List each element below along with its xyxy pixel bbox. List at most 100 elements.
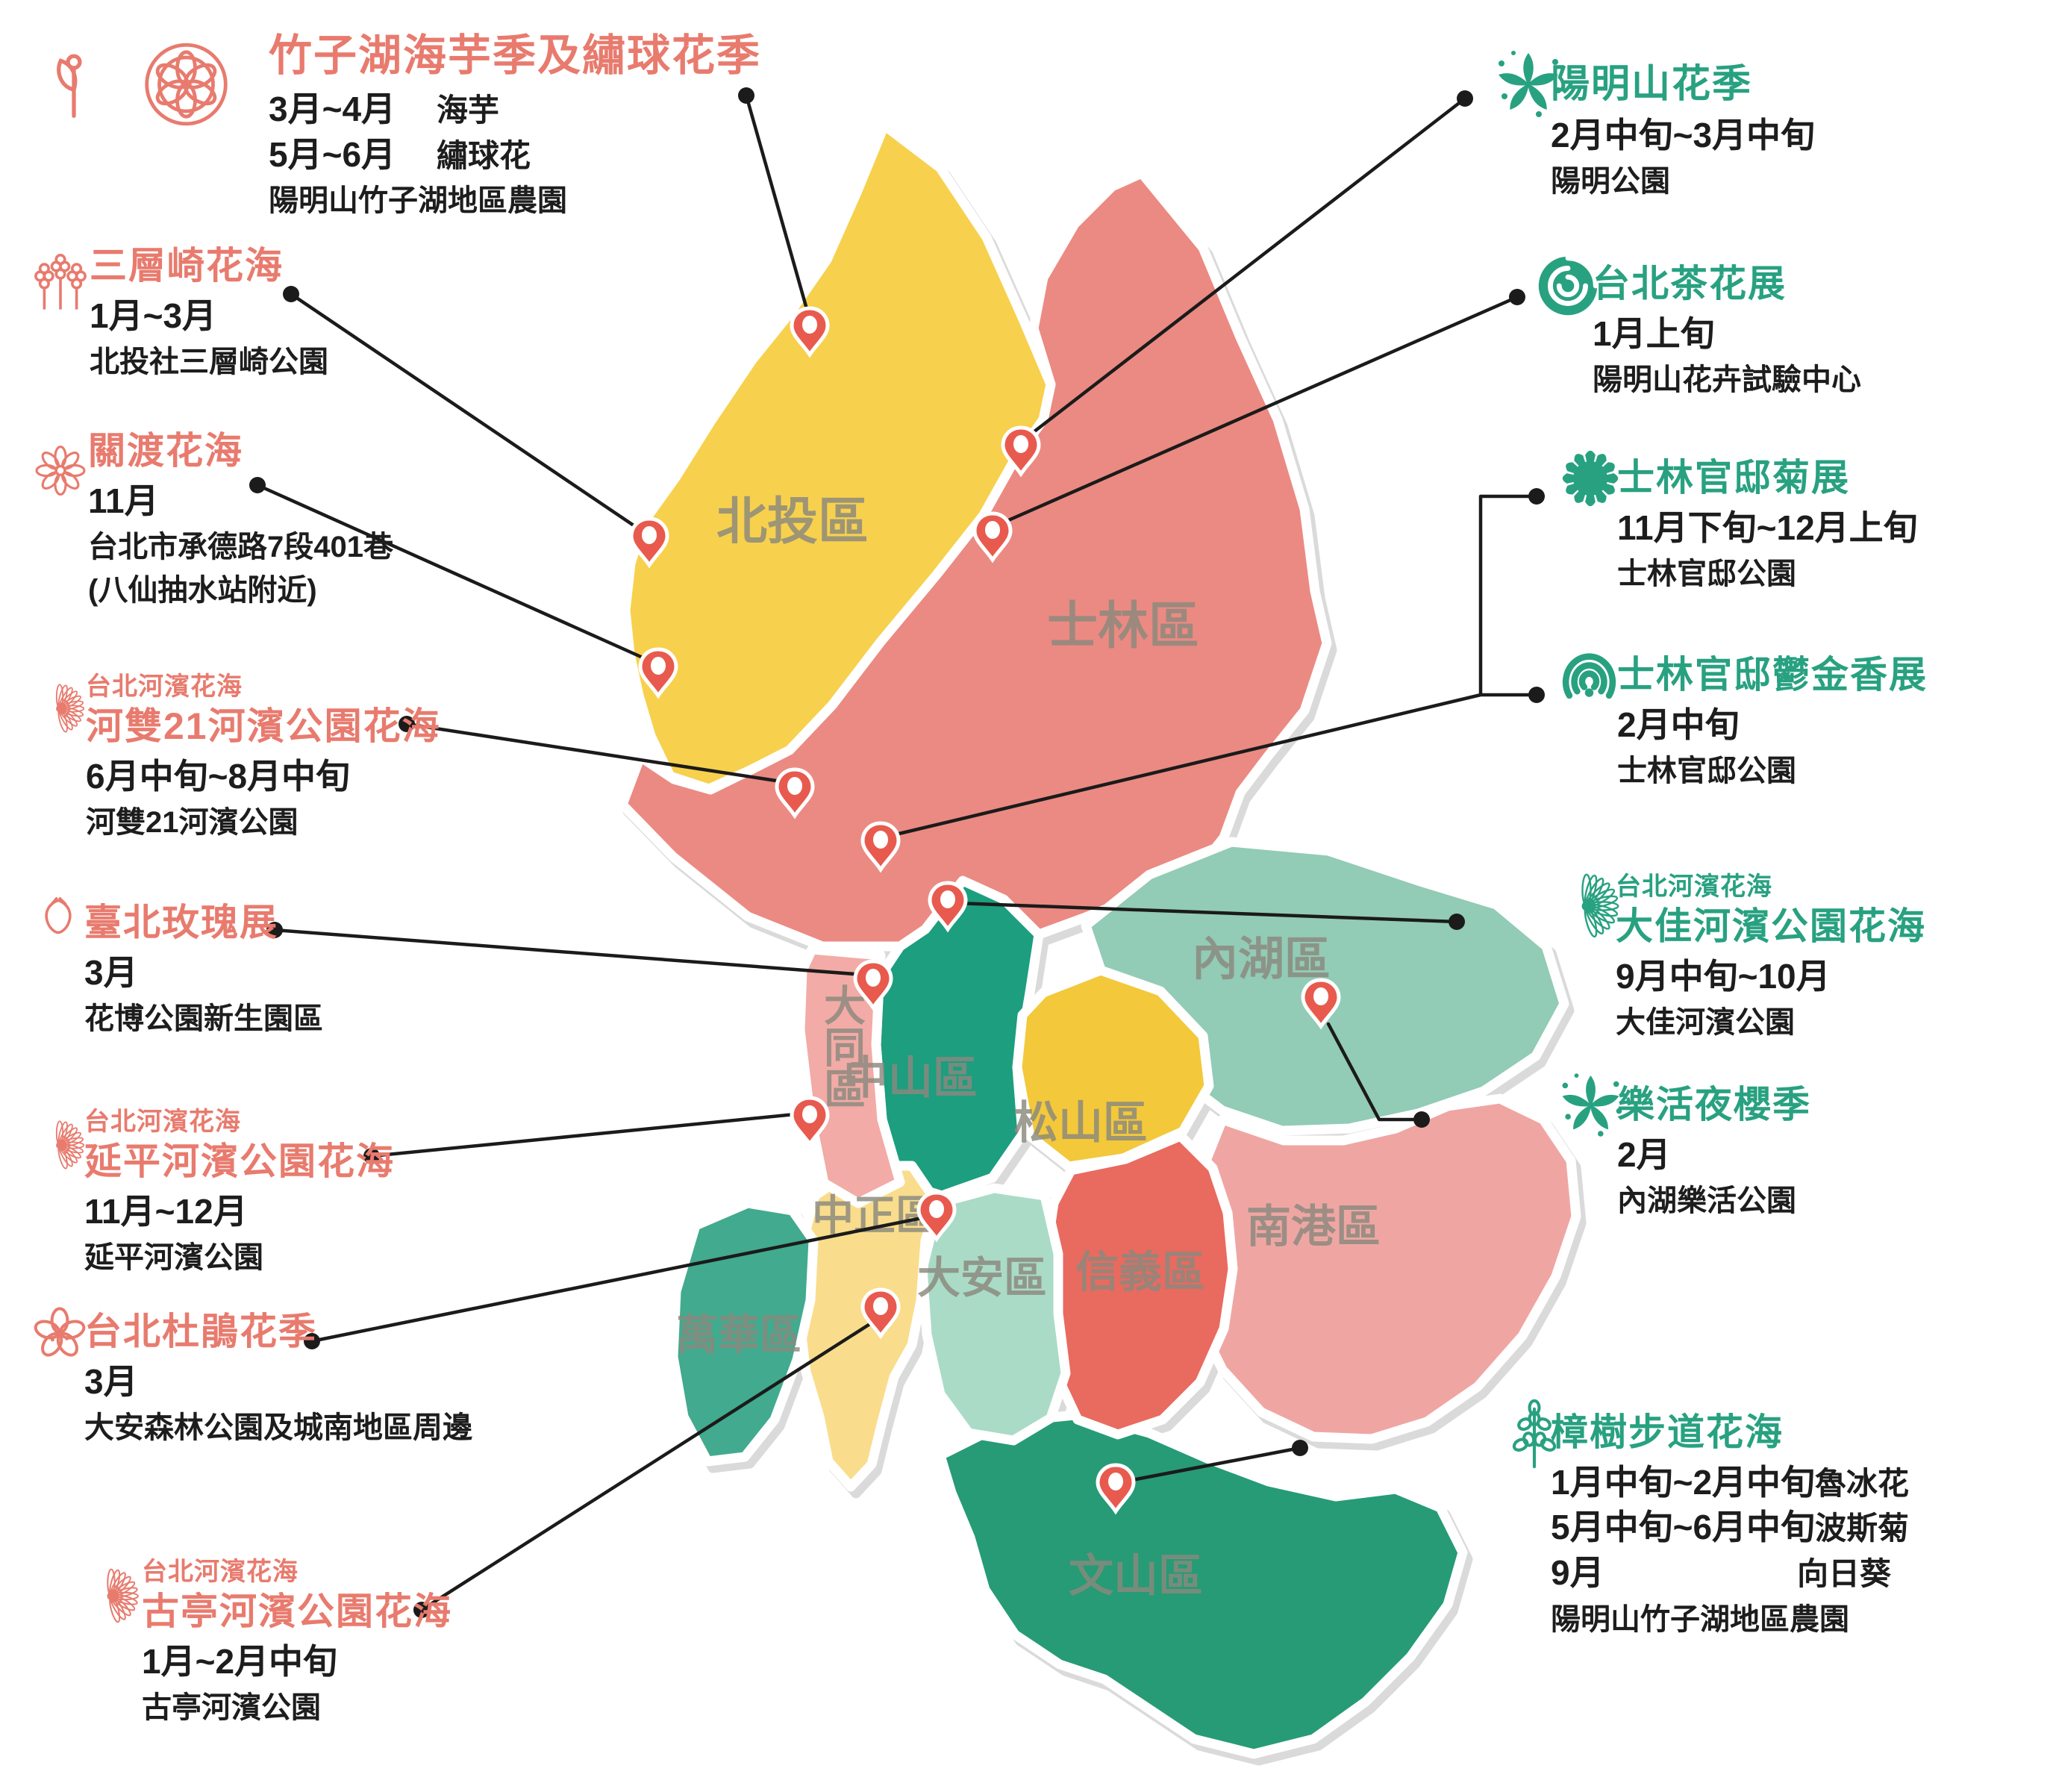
district-label-zhongshan: 中山區 bbox=[843, 1053, 978, 1103]
event-location: 河雙21河濱公園 bbox=[86, 806, 299, 840]
spiro-chrysanthemum-icon bbox=[106, 1568, 139, 1624]
annotation-sancengqi: 三層崎花海 1月~3月 北投社三層崎公園 bbox=[30, 246, 328, 381]
annotation-dajia: 台北河濱花海 大佳河濱公園花海 9月中旬~10月 大佳河濱公園 bbox=[1552, 866, 1926, 1042]
event-location-2: (八仙抽水站附近) bbox=[88, 574, 317, 608]
dot-sancengqi bbox=[283, 286, 299, 302]
event-title: 臺北玫瑰展 bbox=[84, 902, 278, 943]
event-overline: 台北河濱花海 bbox=[84, 1108, 241, 1136]
line-camphor bbox=[1126, 1446, 1302, 1483]
event-overline: 台北河濱花海 bbox=[1616, 872, 1772, 901]
annotation-yanping: 台北河濱花海 延平河濱公園花海 11月~12月 延平河濱公園 bbox=[30, 1101, 395, 1277]
line-yanping bbox=[369, 1111, 804, 1158]
district-wanhua bbox=[668, 1198, 819, 1467]
dot-yanping bbox=[363, 1148, 380, 1164]
event-title: 士林官邸鬱金香展 bbox=[1617, 654, 1928, 696]
event-title: 士林官邸菊展 bbox=[1617, 457, 1850, 499]
district-label-wenshan: 文山區 bbox=[1069, 1551, 1203, 1601]
event-location: 士林官邸公園 bbox=[1617, 558, 1796, 591]
dot-guting bbox=[413, 1602, 430, 1618]
chrysanthemum-icon bbox=[1562, 450, 1619, 507]
event-row: 11月~12月 bbox=[84, 1191, 248, 1231]
event-overline: 台北河濱花海 bbox=[86, 672, 243, 701]
dot-yangmingshan bbox=[1457, 90, 1473, 107]
event-location: 北投社三層崎公園 bbox=[90, 346, 328, 379]
district-label-neihu: 內湖區 bbox=[1192, 934, 1331, 985]
event-title: 大佳河濱公園花海 bbox=[1616, 905, 1926, 947]
sprout-icon bbox=[41, 43, 107, 126]
district-beitou bbox=[620, 120, 1056, 794]
event-row: 9月中旬~10月 bbox=[1616, 956, 1831, 996]
line-rose bbox=[272, 928, 866, 977]
event-overline: 台北河濱花海 bbox=[142, 1558, 299, 1586]
district-shapes bbox=[617, 120, 1581, 1759]
event-location: 古亭河濱公園 bbox=[142, 1691, 321, 1725]
district-wenshan bbox=[935, 1409, 1468, 1759]
annotation-lohas: 樂活夜櫻季 2月 內湖樂活公園 bbox=[1554, 1061, 1811, 1220]
event-row: 1月~3月 bbox=[90, 296, 217, 335]
district-label-daan: 大安區 bbox=[917, 1254, 1047, 1302]
line-heshuang21 bbox=[404, 722, 788, 784]
event-row: 3月~4月 海芋 bbox=[269, 89, 500, 128]
sakura-outline-icon bbox=[35, 445, 86, 496]
annotation-guandu: 關渡花海 11月 台北市承德路7段401巷 (八仙抽水站附近) bbox=[30, 431, 393, 610]
district-datong bbox=[795, 944, 905, 1208]
line-sancengqi bbox=[289, 292, 643, 532]
line-shilin-residence-bracket bbox=[887, 494, 1539, 838]
event-row: 5月~6月 繡球花 bbox=[269, 134, 531, 174]
annotation-heshuang21: 台北河濱花海 河雙21河濱公園花海 6月中旬~8月中旬 河雙21河濱公園 bbox=[30, 666, 441, 842]
berry-branches-icon bbox=[34, 254, 87, 311]
dot-dajia bbox=[1449, 914, 1465, 930]
annotation-rose: 臺北玫瑰展 3月 花博公園新生園區 bbox=[30, 872, 323, 1038]
event-row: 3月 bbox=[84, 952, 138, 992]
geometric-flower-icon bbox=[125, 40, 248, 129]
event-location: 陽明山竹子湖地區農園 bbox=[269, 184, 567, 218]
tulip-rings-icon bbox=[1554, 642, 1625, 718]
event-title: 關渡花海 bbox=[88, 430, 243, 472]
event-title: 台北杜鵑花季 bbox=[84, 1311, 317, 1352]
district-nangang bbox=[1178, 1093, 1581, 1444]
line-guting bbox=[419, 1317, 879, 1612]
event-row: 2月中旬~3月中旬 bbox=[1551, 115, 1816, 154]
line-dajia bbox=[954, 901, 1459, 924]
line-zhuzihu bbox=[744, 93, 812, 322]
event-title: 台北茶花展 bbox=[1593, 263, 1787, 305]
annotation-chrysanthemum-show: 士林官邸菊展 11月下旬~12月上旬 士林官邸公園 bbox=[1554, 442, 1918, 593]
district-label-nangang: 南港區 bbox=[1246, 1202, 1381, 1252]
event-title: 三層崎花海 bbox=[90, 245, 284, 287]
line-guandu bbox=[255, 483, 651, 663]
event-title: 樂活夜櫻季 bbox=[1617, 1084, 1811, 1126]
event-location: 內湖樂活公園 bbox=[1617, 1184, 1796, 1218]
annotation-yangmingshan: 陽明山花季 2月中旬~3月中旬 陽明公園 bbox=[1491, 43, 1815, 201]
spiro-chrysanthemum-icon bbox=[55, 684, 85, 734]
event-location: 陽明山竹子湖地區農園 bbox=[1551, 1602, 1849, 1636]
district-label-beitou: 北投區 bbox=[716, 493, 869, 550]
event-row: 9月 向日葵 bbox=[1551, 1552, 1892, 1592]
callout-dots bbox=[249, 87, 1545, 1618]
dot-camphor bbox=[1292, 1440, 1308, 1456]
district-label-xinyi: 信義區 bbox=[1075, 1248, 1205, 1296]
district-labels: 北投區 士林區 內湖區 大同區 中山區 松山區 中正區 大安區 信義區 南港區 … bbox=[676, 493, 1381, 1601]
dot-zhuzihu bbox=[738, 87, 754, 104]
event-location: 陽明山花卉試驗中心 bbox=[1593, 363, 1861, 397]
annotation-camphor: 樟樹步道花海 1月中旬~2月中旬 魯冰花 5月中旬~6月中旬 波斯菊 9月 向日葵 陽… bbox=[1500, 1392, 1909, 1639]
dot-azalea bbox=[304, 1333, 320, 1349]
annotation-guting: 台北河濱花海 古亭河濱公園花海 1月~2月中旬 古亭河濱公園 bbox=[78, 1551, 452, 1727]
annotation-azalea: 台北杜鵑花季 3月 大安森林公園及城南地區周邊 bbox=[30, 1278, 472, 1447]
line-lohas bbox=[1326, 1022, 1424, 1122]
event-title: 延平河濱公園花海 bbox=[84, 1140, 395, 1182]
event-row: 3月 bbox=[84, 1361, 138, 1401]
event-row: 1月中旬~2月中旬 魯冰花 bbox=[1551, 1462, 1910, 1502]
event-row: 11月下旬~12月上旬 bbox=[1617, 508, 1918, 547]
annotation-zhuzihu: 竹子湖海芋季及繡球花季 3月~4月 海芋 5月~6月 繡球花 陽明山竹子湖地區農園 bbox=[41, 33, 761, 220]
dot-tulip-show bbox=[1528, 687, 1545, 703]
event-title: 樟樹步道花海 bbox=[1551, 1411, 1784, 1453]
dot-camellia bbox=[1509, 289, 1525, 305]
event-row: 2月 bbox=[1617, 1134, 1671, 1174]
event-title: 古亭河濱公園花海 bbox=[142, 1590, 452, 1632]
dot-rose bbox=[266, 922, 283, 938]
line-yangmingshan bbox=[1019, 96, 1467, 444]
event-row: 11月 bbox=[88, 481, 159, 520]
event-row: 1月上旬 bbox=[1593, 313, 1715, 353]
